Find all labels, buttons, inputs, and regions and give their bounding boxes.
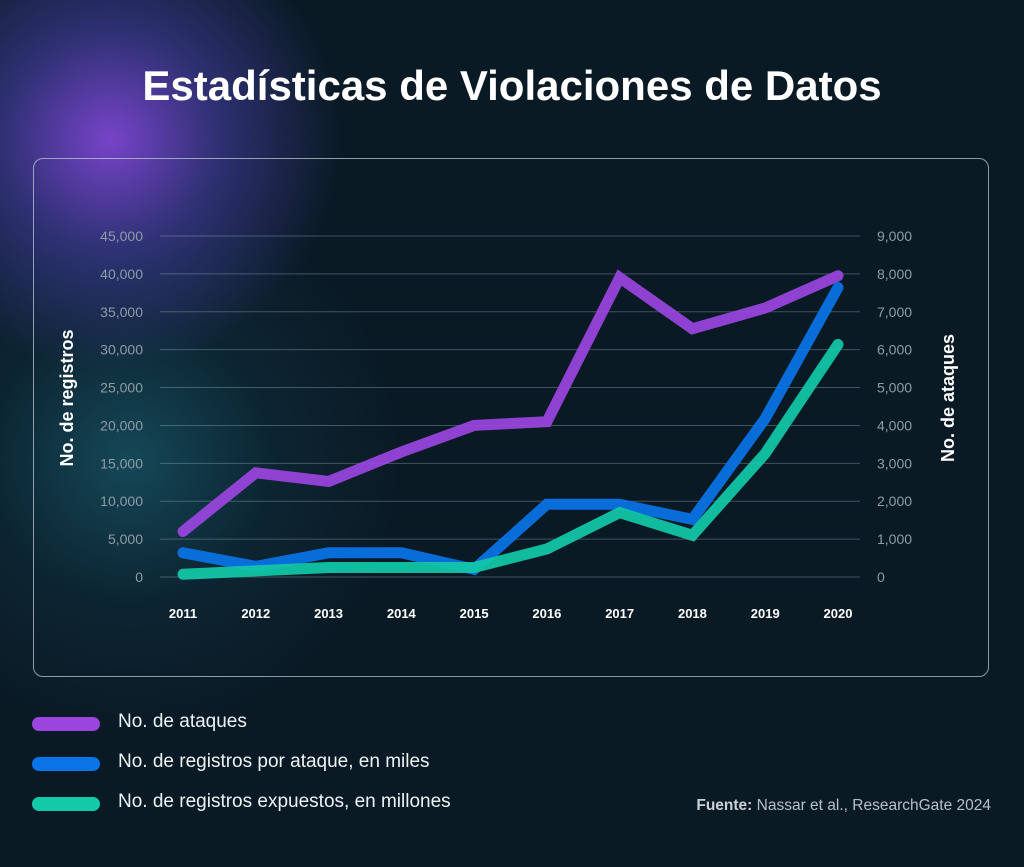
x-tick-label: 2017	[605, 606, 634, 621]
legend-swatch	[32, 717, 100, 731]
legend-swatch	[32, 797, 100, 811]
legend-item-records-exposed: No. de registros expuestos, en millones	[32, 791, 502, 815]
x-tick-label: 2011	[169, 606, 197, 621]
y-tick-label: 40,000	[100, 266, 143, 282]
y2-tick-label: 3,000	[877, 455, 912, 471]
y-tick-label: 30,000	[100, 342, 143, 358]
page-title: Estadísticas de Violaciones de Datos	[142, 62, 882, 109]
legend: No. de ataques No. de registros por ataq…	[32, 705, 512, 825]
x-tick-label: 2019	[751, 606, 780, 621]
y2-tick-label: 0	[877, 569, 885, 585]
y2-tick-label: 6,000	[877, 342, 912, 358]
x-tick-label: 2016	[532, 606, 561, 621]
x-tick-label: 2020	[824, 606, 853, 621]
chart-panel	[33, 158, 989, 677]
series-line-1	[177, 269, 844, 537]
legend-label: No. de registros por ataque, en miles	[118, 751, 430, 772]
source-note: Fuente: Nassar et al., ResearchGate 2024	[696, 797, 991, 815]
legend-swatch	[32, 757, 100, 771]
y-tick-label: 10,000	[100, 493, 143, 509]
x-tick-label: 2018	[678, 606, 707, 621]
line-chart: 0 5,000 10,000 15,000 20,000 25,000 30,000 35,0…	[57, 228, 958, 621]
legend-item-records-per-attack: No. de registros por ataque, en miles	[32, 751, 502, 775]
y2-tick-label: 7,000	[877, 304, 912, 320]
y-tick-label: 35,000	[100, 304, 143, 320]
series-line-2	[177, 282, 844, 576]
y-tick-label: 0	[135, 569, 143, 585]
x-tick-label: 2015	[460, 606, 489, 621]
x-tick-label: 2014	[387, 606, 417, 621]
y2-tick-label: 2,000	[877, 493, 912, 509]
y2-tick-label: 8,000	[877, 266, 912, 282]
y2-tick-label: 4,000	[877, 417, 912, 433]
y-tick-label: 5,000	[108, 531, 143, 547]
legend-item-attacks: No. de ataques	[32, 711, 502, 735]
source-label: Fuente:	[696, 797, 753, 814]
series-line-3	[177, 338, 844, 580]
y2-tick-label: 1,000	[877, 531, 912, 547]
y-axis-label: No. de registros	[57, 329, 77, 466]
y2-tick-label: 9,000	[877, 228, 912, 244]
legend-label: No. de registros expuestos, en millones	[118, 791, 451, 812]
y2-tick-label: 5,000	[877, 380, 912, 396]
y-tick-label: 45,000	[100, 228, 143, 244]
y-tick-label: 25,000	[100, 380, 143, 396]
source-text: Nassar et al., ResearchGate 2024	[756, 797, 991, 814]
y-tick-label: 20,000	[100, 417, 143, 433]
x-tick-label: 2013	[314, 606, 343, 621]
y2-axis-label: No. de ataques	[938, 334, 958, 462]
x-tick-label: 2012	[241, 606, 270, 621]
legend-label: No. de ataques	[118, 711, 247, 732]
y-tick-label: 15,000	[100, 455, 143, 471]
